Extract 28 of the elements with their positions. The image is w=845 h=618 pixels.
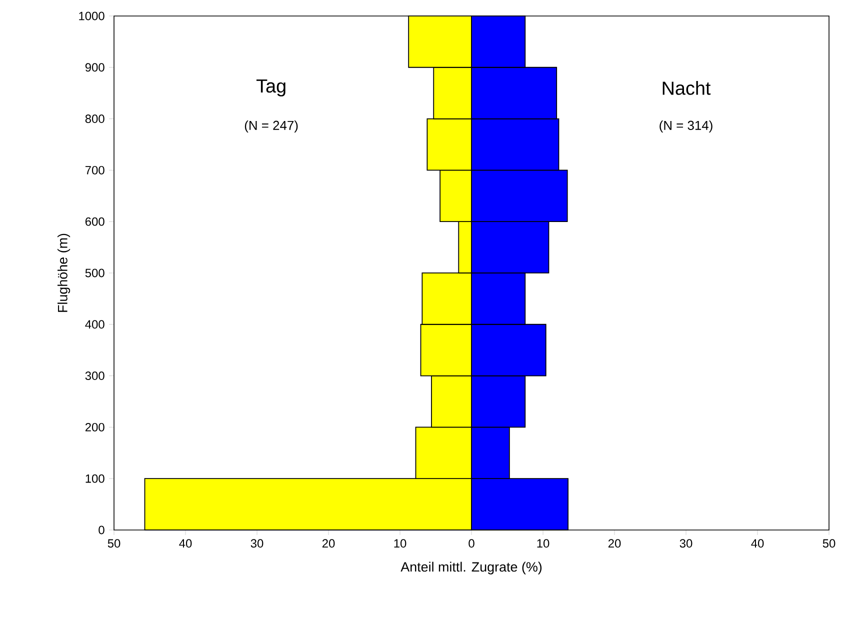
annotation: (N = 247) (244, 120, 298, 133)
y-tick-label: 1000 (79, 12, 104, 20)
y-tick-label: 300 (85, 372, 104, 380)
annotation: Nacht (662, 80, 711, 95)
x-tick-label: 10 (394, 539, 406, 548)
x-tick-label: 20 (608, 539, 621, 548)
y-tick-label: 0 (98, 526, 104, 534)
x-axis-title: Anteil mittl. Zugrate (%) (400, 562, 542, 574)
annotation: (N = 314) (660, 120, 712, 133)
y-axis-title: Flughöhe (m) (58, 234, 70, 312)
y-tick-label: 400 (85, 320, 104, 329)
y-tick-label: 500 (85, 268, 104, 278)
y-tick-label: 100 (86, 474, 104, 483)
x-tick-label: 30 (680, 539, 692, 548)
x-tick-label: 10 (537, 539, 550, 548)
y-tick-label: 900 (85, 63, 104, 72)
x-tick-label: 40 (751, 539, 764, 548)
y-tick-label: 200 (85, 422, 104, 432)
y-tick-label: 700 (85, 166, 104, 174)
x-tick-label: 50 (822, 539, 836, 548)
x-tick-label: 50 (108, 539, 120, 548)
y-tick-label: 600 (85, 217, 104, 226)
y-tick-label: 800 (85, 114, 104, 124)
x-tick-label: 20 (322, 539, 335, 548)
annotation: Tag (256, 79, 286, 96)
x-tick-label: 0 (468, 539, 474, 548)
x-tick-label: 40 (179, 539, 192, 548)
x-tick-label: 30 (250, 539, 264, 548)
